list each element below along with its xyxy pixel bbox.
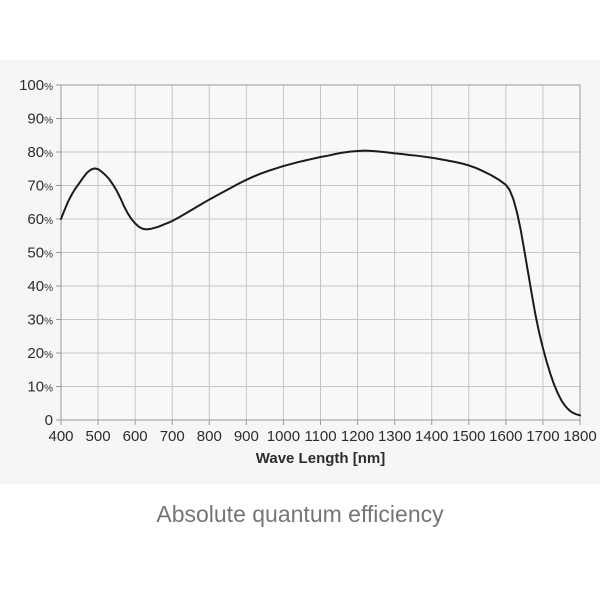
y-tick-label: 0 xyxy=(45,412,53,429)
y-tick-label: 80% xyxy=(27,144,53,161)
x-tick-label: 700 xyxy=(160,428,185,445)
x-tick-label: 1200 xyxy=(341,428,374,445)
x-tick-label: 1500 xyxy=(452,428,485,445)
y-tick-label: 100% xyxy=(19,77,53,94)
chart-caption: Absolute quantum efficiency xyxy=(156,501,444,527)
y-tick-label: 30% xyxy=(27,312,53,329)
y-tick-label: 60% xyxy=(27,211,53,228)
x-tick-label: 1300 xyxy=(378,428,411,445)
y-tick-label: 70% xyxy=(27,178,53,195)
x-tick-label: 900 xyxy=(234,428,259,445)
y-tick-label: 50% xyxy=(27,245,53,262)
x-tick-label: 1400 xyxy=(415,428,448,445)
plot-border xyxy=(60,84,581,421)
x-tick-label: 1000 xyxy=(267,428,300,445)
y-tick-label: 90% xyxy=(27,111,53,128)
y-tick-label: 20% xyxy=(27,345,53,362)
x-tick-label: 1600 xyxy=(489,428,522,445)
qe-curve xyxy=(60,149,581,417)
x-axis-title: Wave Length [nm] xyxy=(255,450,386,467)
x-tick-label: 600 xyxy=(123,428,148,445)
x-tick-label: 500 xyxy=(86,428,111,445)
x-tick-label: 400 xyxy=(48,428,73,445)
x-tick-label: 800 xyxy=(197,428,222,445)
x-tick-label: 1800 xyxy=(563,428,596,445)
qe-chart: 400 500 600 700 800 900 1000 1100 1200 1300 1400 15… xyxy=(19,77,597,445)
x-tick-label: 1700 xyxy=(526,428,559,445)
y-tick-label: 40% xyxy=(27,278,53,295)
y-tick-label: 10% xyxy=(27,379,53,396)
x-tick-label: 1100 xyxy=(304,428,336,445)
